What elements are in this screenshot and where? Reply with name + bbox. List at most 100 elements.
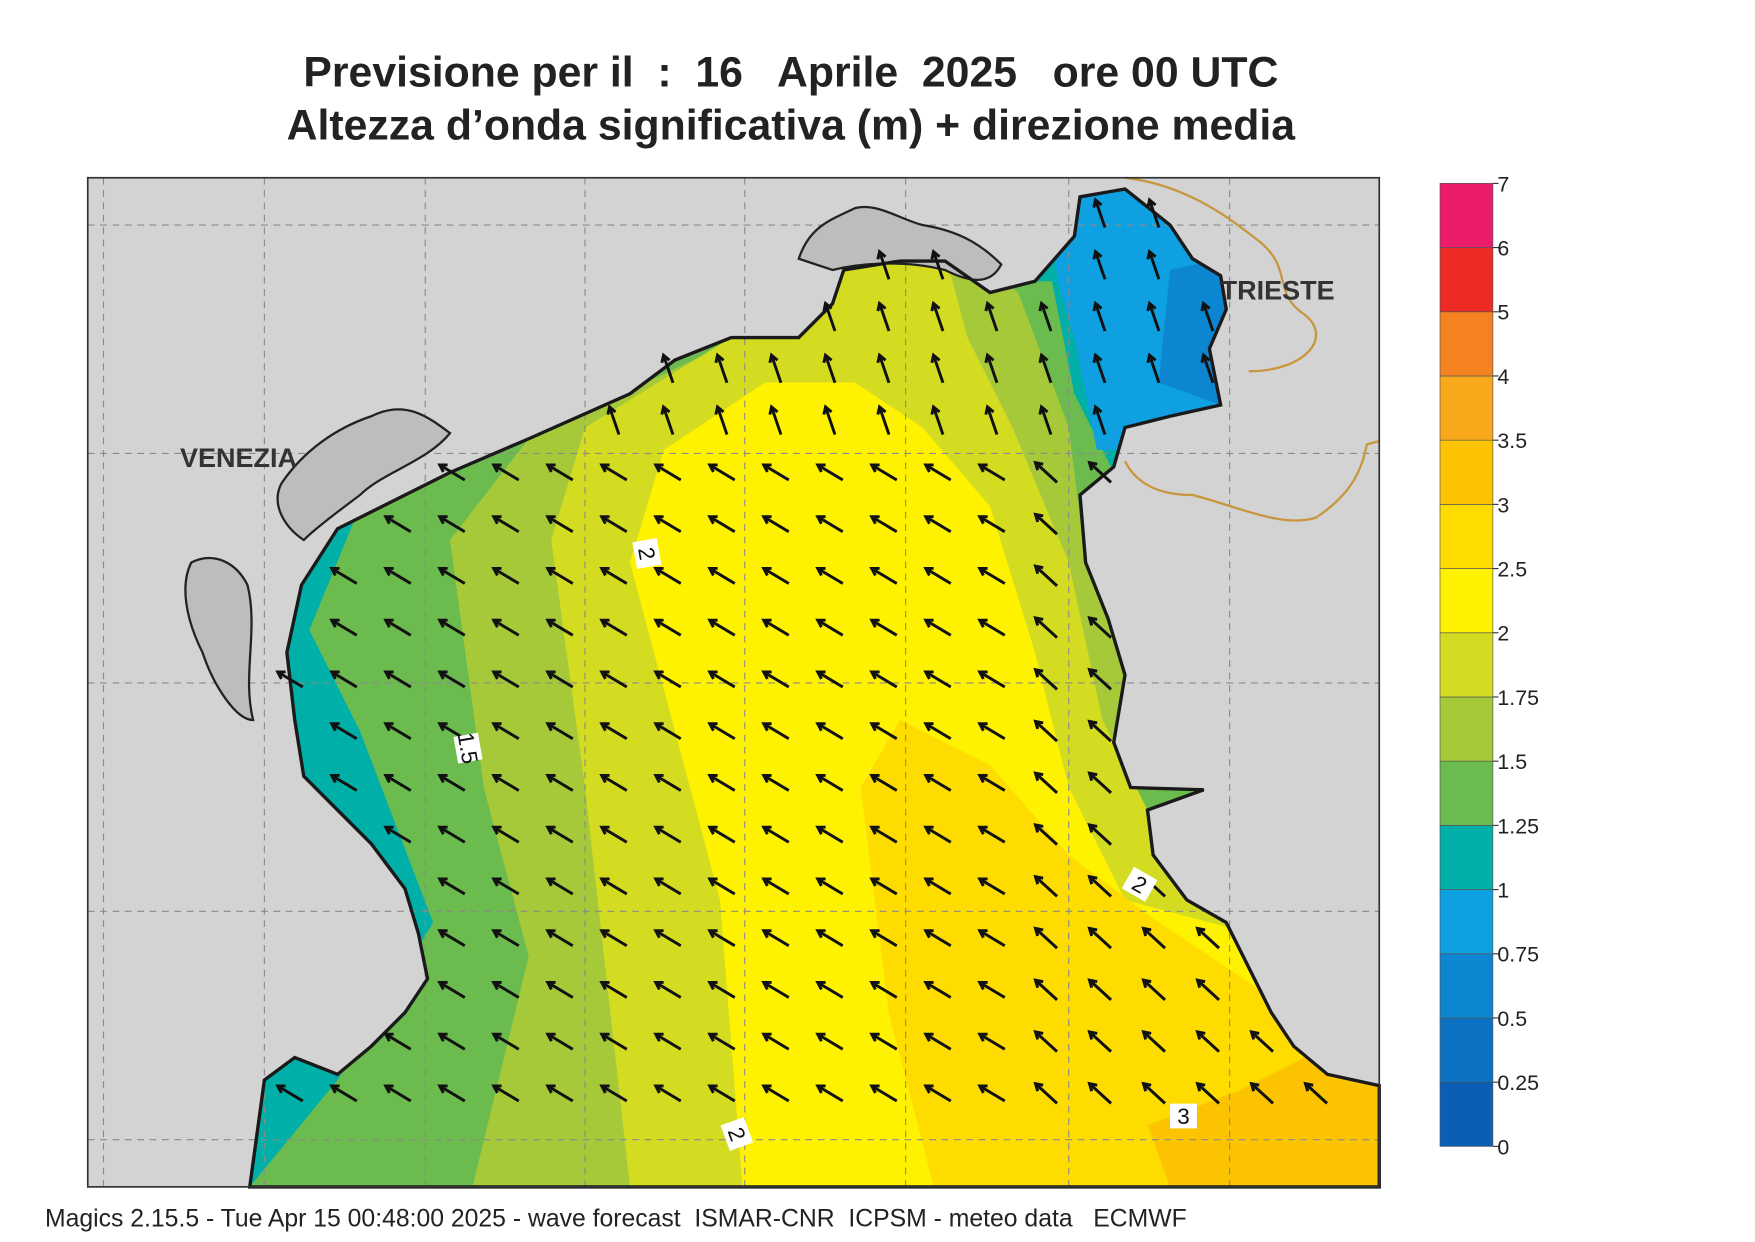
colorbar-label: 3 <box>1497 493 1509 517</box>
arrow <box>869 566 898 585</box>
arrow <box>923 877 952 896</box>
arrow <box>437 980 466 999</box>
colorbar-band <box>1439 439 1494 505</box>
arrow <box>984 300 999 332</box>
arrow <box>876 352 891 384</box>
contour-label: 3 <box>1177 1104 1190 1129</box>
arrow <box>653 929 682 948</box>
arrow <box>707 463 736 482</box>
contour-label: 2 <box>633 545 660 562</box>
arrow <box>815 1084 844 1103</box>
arrow <box>491 463 520 482</box>
arrow <box>1195 926 1221 950</box>
arrow <box>1303 1081 1329 1105</box>
wave-band <box>1147 1057 1380 1187</box>
arrow <box>977 929 1006 948</box>
arrow <box>1249 1029 1275 1053</box>
arrow <box>545 670 574 689</box>
colorbar-band <box>1439 953 1494 1019</box>
arrow <box>923 929 952 948</box>
arrow <box>761 1032 790 1051</box>
arrow <box>545 515 574 534</box>
arrow <box>815 463 844 482</box>
arrow <box>599 566 628 585</box>
arrow <box>491 515 520 534</box>
contour-label-box <box>1121 866 1158 902</box>
arrow <box>599 618 628 637</box>
arrow <box>653 980 682 999</box>
arrow <box>977 722 1006 741</box>
arrow <box>1087 667 1113 691</box>
arrow <box>545 773 574 792</box>
arrow <box>545 825 574 844</box>
arrow <box>869 1084 898 1103</box>
arrow <box>329 1084 358 1103</box>
arrow <box>1038 352 1053 384</box>
arrow <box>977 566 1006 585</box>
arrow <box>437 515 466 534</box>
arrow <box>383 1084 412 1103</box>
arrow <box>761 773 790 792</box>
arrow <box>714 404 729 436</box>
arrow <box>869 670 898 689</box>
arrow <box>1033 978 1059 1001</box>
colorbar-label: 0.5 <box>1497 1007 1527 1031</box>
arrow <box>761 980 790 999</box>
arrow <box>1033 667 1059 691</box>
arrow <box>815 1032 844 1051</box>
contour-label-group: 2 <box>632 538 662 569</box>
arrow <box>329 618 358 637</box>
arrow <box>1092 300 1107 332</box>
arrow <box>1195 1081 1221 1105</box>
arrow <box>491 670 520 689</box>
colorbar-label: 1.75 <box>1497 686 1539 710</box>
colorbar-label: 0.25 <box>1497 1071 1539 1095</box>
arrow <box>923 670 952 689</box>
arrow <box>1146 248 1161 280</box>
arrow <box>977 670 1006 689</box>
arrow <box>437 1084 466 1103</box>
direction-arrows <box>275 197 1329 1105</box>
arrow <box>876 248 891 280</box>
colorbar-label: 4 <box>1497 365 1509 389</box>
arrow <box>599 877 628 896</box>
arrow <box>761 566 790 585</box>
arrow <box>1141 1029 1167 1053</box>
colorbar-band <box>1439 632 1494 698</box>
arrow <box>1087 926 1113 950</box>
arrow <box>329 566 358 585</box>
arrow <box>1087 615 1113 639</box>
arrow <box>977 773 1006 792</box>
arrow <box>768 352 783 384</box>
arrow <box>1200 300 1215 332</box>
arrow <box>653 877 682 896</box>
map-frame <box>86 176 1381 1188</box>
arrow <box>815 618 844 637</box>
arrow <box>383 722 412 741</box>
arrow <box>923 722 952 741</box>
arrow <box>1033 719 1059 743</box>
arrow <box>1200 352 1215 384</box>
arrow <box>545 980 574 999</box>
contour-label-box <box>453 732 483 764</box>
arrow <box>383 515 412 534</box>
arrow <box>707 515 736 534</box>
arrow <box>491 722 520 741</box>
arrow <box>1141 926 1167 950</box>
colorbar-label: 2 <box>1497 622 1509 646</box>
arrow <box>545 877 574 896</box>
arrow <box>977 980 1006 999</box>
arrow <box>930 404 945 436</box>
arrow <box>761 463 790 482</box>
arrow <box>329 722 358 741</box>
arrow <box>869 980 898 999</box>
arrow <box>977 877 1006 896</box>
arrow <box>923 515 952 534</box>
arrow <box>923 980 952 999</box>
arrow <box>437 929 466 948</box>
arrow <box>1038 300 1053 332</box>
arrow <box>869 722 898 741</box>
arrow <box>1087 460 1113 484</box>
arrow <box>653 670 682 689</box>
contour-label: 1.5 <box>453 731 483 766</box>
